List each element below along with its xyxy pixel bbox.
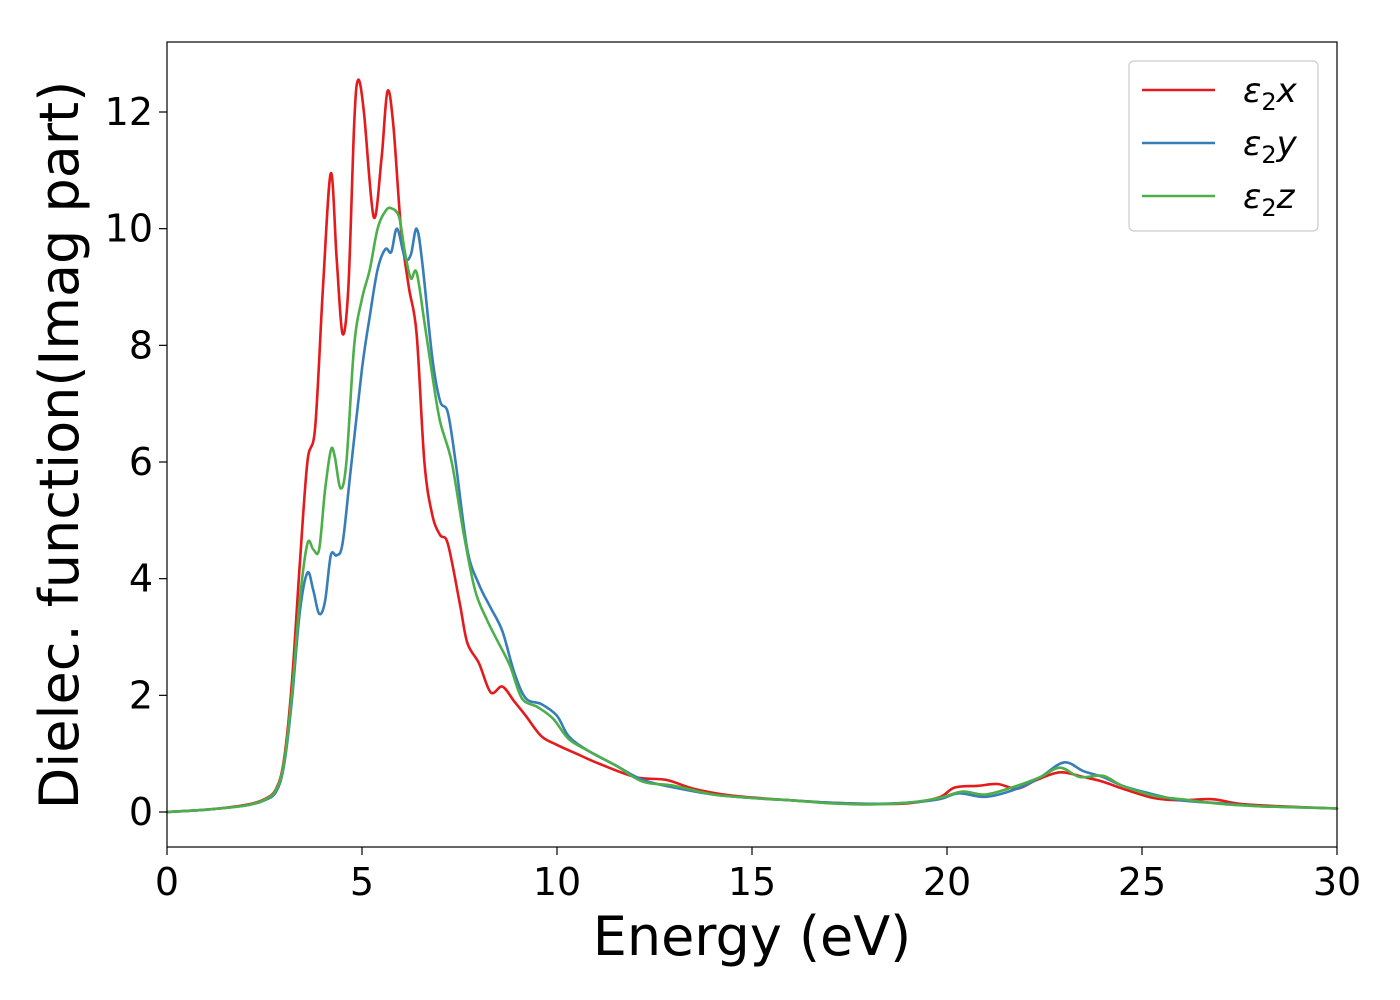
legend-label-z: ε2z [1243, 177, 1296, 222]
y-tick-label: 0 [129, 790, 153, 834]
series-layer [165, 78, 1339, 814]
x-axis: 0 5 10 15 20 25 30 [155, 847, 1361, 904]
y-tick-label: 8 [129, 323, 153, 367]
series-line-y [165, 227, 1339, 814]
x-tick-label: 30 [1313, 860, 1361, 904]
y-tick-label: 4 [129, 557, 153, 601]
legend-box [1128, 60, 1319, 232]
x-tick-label: 20 [923, 860, 971, 904]
x-tick-label: 25 [1118, 860, 1166, 904]
y-tick-label: 10 [105, 207, 153, 251]
x-axis-title: Energy (eV) [593, 905, 912, 968]
x-tick-label: 5 [350, 860, 374, 904]
x-tick-label: 0 [155, 860, 179, 904]
x-tick-label: 15 [728, 860, 776, 904]
legend-label-x: ε2x [1243, 71, 1298, 116]
y-tick-label: 12 [105, 90, 153, 134]
y-axis-title: Dielec. function(Imag part) [28, 81, 91, 810]
x-tick-label: 10 [533, 860, 581, 904]
legend-label-y: ε2y [1243, 124, 1298, 169]
y-tick-label: 2 [129, 673, 153, 717]
y-tick-label: 6 [129, 440, 153, 484]
series-line-z [165, 206, 1339, 814]
legend: ε2x ε2y ε2z [1128, 60, 1319, 232]
y-axis: 0 2 4 6 8 10 12 [105, 90, 167, 834]
